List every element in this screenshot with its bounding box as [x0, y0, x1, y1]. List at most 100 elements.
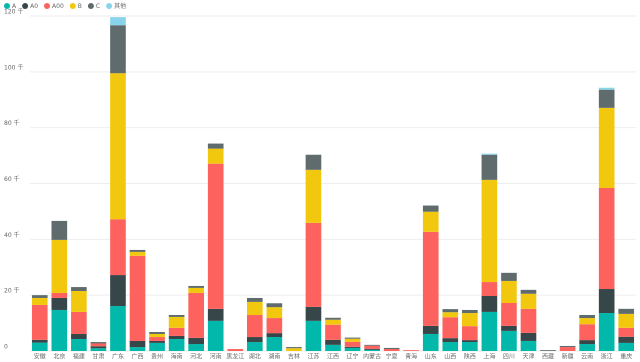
bar-segment [501, 272, 517, 281]
legend-marker [87, 3, 94, 9]
bar-segment [168, 338, 185, 351]
bar-segment [305, 169, 322, 223]
x-tick-label: 广东 [112, 353, 124, 361]
bar-segment [481, 282, 498, 297]
bar-segment [325, 317, 341, 320]
bar-segment [110, 25, 126, 74]
x-tick-label: 河北 [190, 353, 202, 361]
bar-segment [598, 89, 615, 108]
bar-segment [618, 327, 635, 337]
bar-segment [90, 346, 107, 349]
x-tick-label: 辽宁 [347, 353, 359, 361]
bar-segment [344, 346, 361, 348]
bar-segment [188, 337, 204, 345]
bar-segment [110, 219, 126, 276]
legend-marker [106, 3, 113, 9]
x-tick-label: 吉林 [288, 353, 300, 361]
bar-segment [246, 301, 263, 315]
bar-segment [618, 313, 635, 328]
bar-segment [442, 317, 459, 339]
bar-segment [422, 231, 439, 326]
bar-segment [246, 297, 263, 302]
bar-segment [305, 320, 322, 351]
legend-label: B [78, 3, 82, 10]
bar-segment [344, 341, 361, 347]
x-tick-label: 黑龙江 [226, 353, 244, 361]
bar-segment [598, 107, 615, 188]
y-tick-label: 100 千 [4, 63, 23, 71]
bar-segment [598, 187, 615, 290]
y-tick-label: 0 [4, 344, 8, 351]
bar-segment [305, 222, 322, 307]
bar-segment [207, 320, 224, 351]
x-tick-label: 宁夏 [386, 353, 398, 361]
x-tick-label: 新疆 [562, 353, 574, 361]
bar-segment [168, 327, 185, 336]
bar-segment [168, 335, 185, 339]
bar-segment [344, 338, 361, 342]
bar-segment [207, 308, 224, 321]
x-tick-label: 广西 [132, 353, 144, 361]
bar-segment [149, 337, 165, 341]
bar-segment [71, 333, 87, 339]
x-tick-label: 浙江 [601, 353, 613, 361]
bar-segment [286, 348, 302, 351]
legend-label: 其他 [114, 2, 126, 10]
x-tick-label: 上海 [483, 353, 495, 361]
bar-segment [266, 307, 283, 319]
y-tick-label: 60 千 [4, 175, 20, 183]
x-tick-label: 内蒙古 [363, 353, 381, 361]
bar-segment [71, 290, 87, 312]
x-tick-label: 重庆 [620, 353, 632, 361]
x-tick-label: 安徽 [34, 353, 46, 361]
bar-segment [618, 336, 635, 343]
bar-segment [579, 340, 595, 345]
bar-segment [246, 342, 263, 351]
bar-segment [481, 296, 498, 312]
bar-segment [246, 314, 263, 338]
bar-segment [422, 333, 439, 351]
bar-segment [364, 345, 380, 349]
bar-segment [71, 338, 87, 351]
bar-segment [129, 251, 146, 256]
legend-marker [22, 3, 29, 9]
bar-segment [207, 148, 224, 164]
bar-segment [618, 342, 635, 351]
bar-segment [559, 345, 576, 348]
bar-segment [520, 340, 537, 351]
bar-segment [71, 311, 87, 334]
bar-segment [481, 179, 498, 283]
bar-segment [129, 255, 146, 341]
bar-segment [51, 309, 68, 351]
bar-segment [422, 205, 439, 212]
x-tick-label: 西藏 [542, 353, 554, 361]
legend-label: A00 [52, 3, 64, 10]
bar-segment [110, 275, 126, 307]
bar-segment [188, 292, 204, 338]
bar-segment [481, 154, 498, 180]
bar-segment [598, 313, 615, 351]
bar-segment [344, 347, 361, 351]
bar-segment [31, 304, 48, 340]
x-tick-label: 北京 [53, 353, 65, 361]
bar-segment [149, 332, 165, 334]
bar-segment [325, 324, 341, 340]
legend-label: A [12, 3, 17, 10]
bar-segment [501, 302, 517, 326]
bar-segment [403, 350, 420, 351]
bar-segment [383, 349, 400, 351]
bar-segment [364, 349, 380, 351]
bar-segment [305, 306, 322, 321]
bar-segment [31, 297, 48, 305]
bar-segment [501, 325, 517, 331]
x-tick-label: 湖北 [249, 353, 261, 361]
bar-segment [90, 343, 107, 347]
y-tick-label: 80 千 [4, 119, 20, 127]
bar-segment [110, 306, 126, 351]
bar-segment [90, 342, 107, 344]
bar-segment [481, 153, 498, 155]
bar-segment [168, 316, 185, 328]
bar-segment [31, 295, 48, 298]
x-tick-label: 山东 [425, 353, 437, 361]
